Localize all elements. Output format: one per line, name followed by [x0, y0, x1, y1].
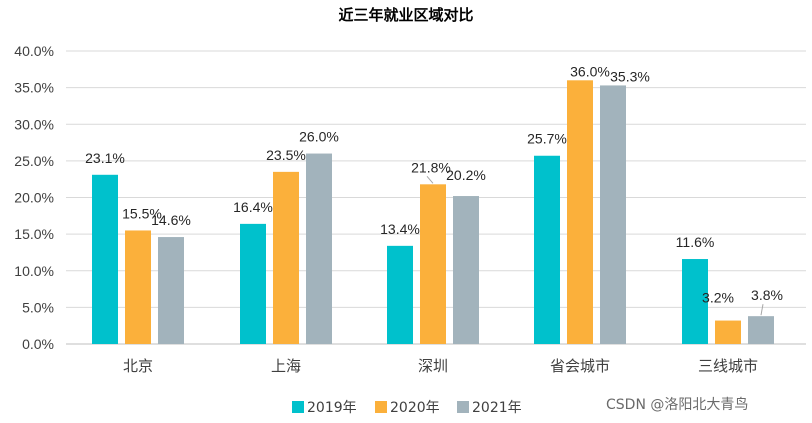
legend-label: 2021年 — [472, 400, 522, 416]
data-label: 25.7% — [527, 131, 567, 147]
data-label: 21.8% — [411, 159, 451, 175]
legend-swatch — [457, 401, 469, 413]
data-label: 13.4% — [380, 221, 420, 237]
x-category-label: 三线城市 — [698, 357, 758, 375]
legend-label: 2020年 — [390, 400, 440, 416]
y-tick-label: 0.0% — [22, 336, 54, 352]
data-label: 16.4% — [233, 199, 273, 215]
label-leader-line — [760, 304, 764, 316]
data-label: 20.2% — [446, 167, 486, 183]
data-label: 14.6% — [151, 212, 191, 228]
bar-2021年-深圳 — [453, 196, 479, 344]
bar-2019年-北京 — [92, 174, 118, 344]
bar-2020年-深圳 — [420, 184, 446, 344]
bars — [92, 80, 774, 345]
data-label: 26.0% — [299, 129, 339, 145]
x-axis-categories: 北京 上海 深圳 省会城市 三线城市 — [123, 357, 758, 375]
data-label: 35.3% — [610, 68, 650, 84]
data-label: 15.5% — [122, 205, 162, 221]
y-tick-label: 5.0% — [22, 299, 54, 315]
y-tick-label: 20.0% — [14, 190, 54, 206]
data-label: 23.1% — [85, 150, 125, 166]
legend-swatch — [375, 401, 387, 413]
y-tick-label: 35.0% — [14, 80, 54, 96]
y-axis-ticks: 0.0% 5.0% 10.0% 15.0% 20.0% 25.0% 30.0% 35.0% 40… — [14, 43, 54, 352]
bar-2019年-省会城市 — [534, 155, 560, 344]
bar-2020年-省会城市 — [567, 80, 593, 345]
legend-swatch — [292, 401, 304, 413]
data-label: 36.0% — [570, 63, 610, 79]
x-category-label: 上海 — [271, 357, 301, 375]
bar-2021年-省会城市 — [600, 85, 626, 345]
x-category-label: 省会城市 — [550, 357, 610, 375]
y-tick-label: 25.0% — [14, 153, 54, 169]
label-leader-lines — [426, 175, 764, 316]
data-label: 3.2% — [702, 290, 734, 306]
bar-2020年-上海 — [273, 171, 299, 344]
data-label: 3.8% — [751, 287, 783, 303]
legend: 2019年 2020年 2021年 — [292, 400, 522, 416]
y-tick-label: 10.0% — [14, 263, 54, 279]
chart-title: 近三年就业区域对比 — [338, 6, 473, 24]
y-tick-label: 30.0% — [14, 116, 54, 132]
bar-2019年-三线城市 — [682, 259, 708, 344]
data-label: 23.5% — [266, 147, 306, 163]
y-tick-label: 15.0% — [14, 226, 54, 242]
legend-label: 2019年 — [307, 400, 357, 416]
bar-2021年-北京 — [158, 237, 184, 344]
label-leader-line — [426, 175, 434, 184]
bar-2019年-上海 — [240, 223, 266, 344]
bar-2021年-三线城市 — [748, 316, 774, 344]
x-category-label: 北京 — [123, 357, 153, 375]
bar-2020年-北京 — [125, 230, 151, 344]
x-category-label: 深圳 — [418, 357, 448, 375]
bar-2021年-上海 — [306, 153, 332, 344]
bar-2019年-深圳 — [387, 245, 413, 344]
y-tick-label: 40.0% — [14, 43, 54, 59]
data-labels: 23.1% 16.4% 13.4% 25.7% 11.6% 15.5% 23.5% 21.8%… — [85, 63, 783, 305]
bar-2020年-三线城市 — [715, 320, 741, 344]
watermark: CSDN @洛阳北大青鸟 — [606, 397, 748, 413]
data-label: 11.6% — [676, 234, 715, 250]
